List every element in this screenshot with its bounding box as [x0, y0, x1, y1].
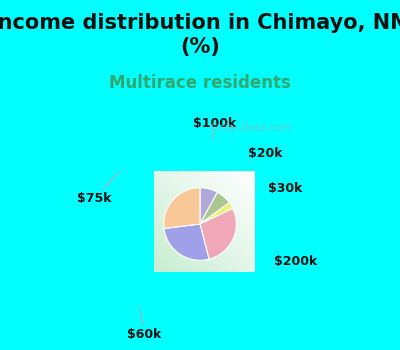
Text: $20k: $20k [248, 147, 283, 161]
Text: $30k: $30k [268, 182, 303, 195]
Text: Income distribution in Chimayo, NM
(%): Income distribution in Chimayo, NM (%) [0, 13, 400, 57]
Text: $100k: $100k [194, 117, 237, 138]
Text: ©city-Data.com: ©city-Data.com [209, 123, 292, 133]
Wedge shape [200, 203, 233, 224]
Wedge shape [164, 224, 209, 260]
Wedge shape [200, 192, 229, 224]
Text: $60k: $60k [127, 307, 162, 341]
Text: Multirace residents: Multirace residents [109, 75, 291, 92]
Wedge shape [164, 188, 200, 229]
Text: $200k: $200k [272, 255, 317, 268]
Text: $75k: $75k [77, 171, 120, 205]
Wedge shape [200, 188, 218, 224]
Wedge shape [200, 209, 236, 259]
